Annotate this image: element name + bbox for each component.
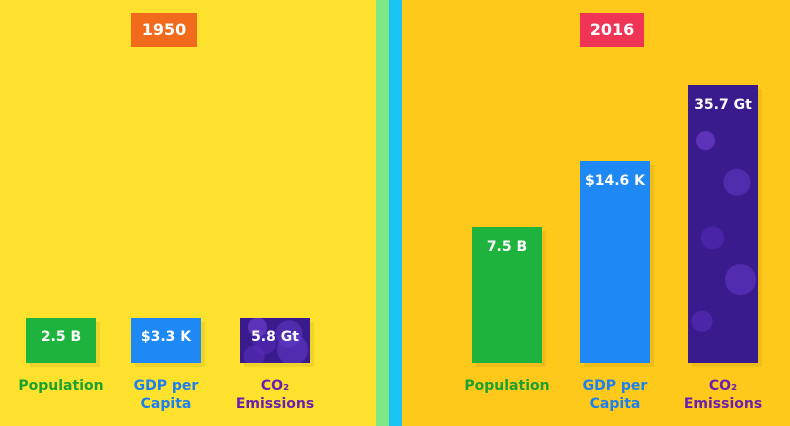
data-label-2016-population: 7.5 B bbox=[486, 239, 528, 255]
category-label-1950-gdp: GDP per Capita bbox=[106, 377, 226, 413]
category-line: Capita bbox=[589, 396, 641, 412]
bar-1950-co2-emissions: 5.8 Gt bbox=[240, 318, 310, 363]
category-line: CO₂ bbox=[708, 378, 738, 394]
bar-2016-co2-emissions: 35.7 Gt bbox=[688, 85, 758, 363]
data-label-1950-population: 2.5 B bbox=[40, 329, 82, 345]
data-label-1950-gdp: $3.3 K bbox=[140, 329, 192, 345]
category-label-1950-co2: CO₂ Emissions bbox=[215, 377, 335, 413]
category-line: Emissions bbox=[683, 396, 763, 412]
category-label-2016-population: Population bbox=[447, 377, 567, 395]
category-line: GDP per bbox=[133, 378, 199, 394]
category-label-2016-co2: CO₂ Emissions bbox=[663, 377, 783, 413]
category-line: CO₂ bbox=[260, 378, 290, 394]
category-line: GDP per bbox=[582, 378, 648, 394]
category-line: Capita bbox=[140, 396, 192, 412]
divider-green-stripe bbox=[376, 0, 389, 426]
data-label-1950-co2: 5.8 Gt bbox=[251, 329, 299, 345]
category-line: Emissions bbox=[235, 396, 315, 412]
bar-1950-population: 2.5 B bbox=[26, 318, 96, 363]
data-label-2016-gdp: $14.6 K bbox=[584, 173, 645, 189]
category-label-1950-population: Population bbox=[1, 377, 121, 395]
divider-cyan-stripe bbox=[389, 0, 402, 426]
category-line: Population bbox=[18, 378, 104, 394]
bar-1950-gdp-per-capita: $3.3 K bbox=[131, 318, 201, 363]
category-label-2016-gdp: GDP per Capita bbox=[555, 377, 675, 413]
year-badge-2016: 2016 bbox=[580, 13, 644, 47]
category-line: Population bbox=[464, 378, 550, 394]
bar-2016-gdp-per-capita: $14.6 K bbox=[580, 161, 650, 363]
data-label-2016-co2: 35.7 Gt bbox=[694, 97, 752, 113]
year-badge-1950: 1950 bbox=[131, 13, 197, 47]
bar-2016-population: 7.5 B bbox=[472, 227, 542, 363]
